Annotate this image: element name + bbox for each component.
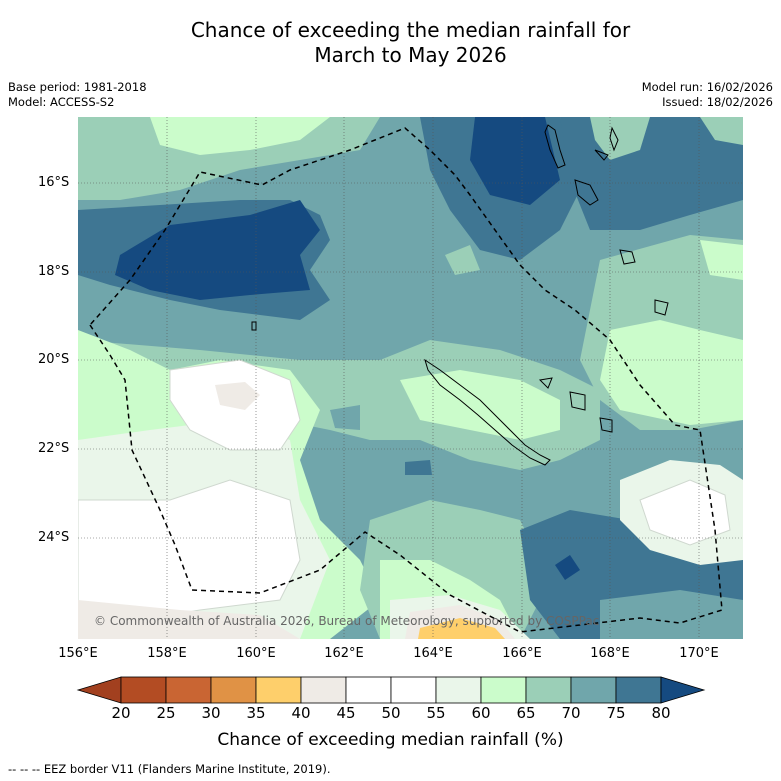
colorbar-swatch-45-50 xyxy=(345,676,392,704)
small-island-west xyxy=(251,321,257,331)
colorbar-tick: 30 xyxy=(201,704,221,722)
region-far-east-50 xyxy=(639,479,731,546)
vanuatu-south-island xyxy=(619,249,636,265)
graticule xyxy=(78,117,743,639)
patch-3 xyxy=(330,405,360,430)
chart-title: Chance of exceeding the median rainfall … xyxy=(0,18,781,68)
colorbar-swatch-35-40 xyxy=(255,676,302,704)
model-name: Model: ACCESS-S2 xyxy=(8,95,115,109)
region-sc-35 xyxy=(418,618,505,639)
patch-2 xyxy=(405,460,432,475)
region-se-south-70 xyxy=(600,590,743,639)
lat-label-22s: 22°S xyxy=(38,441,70,456)
colorbar-high-extend xyxy=(660,676,706,704)
issued-date: Issued: 18/02/2026 xyxy=(662,95,773,109)
colorbar-low-extend xyxy=(76,676,122,704)
region-north-70 xyxy=(78,117,380,200)
loyalty-island-3 xyxy=(538,377,553,389)
colorbar-swatch-20-25 xyxy=(120,676,167,704)
meta-right: Model run: 16/02/2026 Issued: 18/02/2026 xyxy=(642,80,773,110)
colorbar-tick: 50 xyxy=(381,704,401,722)
title-line-1: Chance of exceeding the median rainfall … xyxy=(190,18,631,42)
colorbar-swatch-30-35 xyxy=(210,676,257,704)
colorbar-tick: 65 xyxy=(516,704,536,722)
vanuatu-mid-island xyxy=(574,179,599,206)
colorbar-tick: 55 xyxy=(426,704,446,722)
region-center-65 xyxy=(400,370,560,440)
loyalty-island-1 xyxy=(569,391,586,411)
region-north-65 xyxy=(150,117,330,155)
eez-footnote: -- -- -- EEZ border V11 (Flanders Marine… xyxy=(8,762,331,776)
meta-left: Base period: 1981-2018 Model: ACCESS-S2 xyxy=(8,80,147,110)
colorbar-tick: 75 xyxy=(606,704,626,722)
matthew-island xyxy=(654,299,669,316)
loyalty-island-2 xyxy=(599,417,613,433)
lon-label-158e: 158°E xyxy=(147,646,187,661)
region-nw-80 xyxy=(115,200,320,300)
eez-border xyxy=(89,127,723,633)
colorbar-tick: 60 xyxy=(471,704,491,722)
patch-1 xyxy=(445,245,480,275)
colorbar-tick: 45 xyxy=(336,704,356,722)
lat-label-18s: 18°S xyxy=(38,264,70,279)
colorbar-tick: 70 xyxy=(561,704,581,722)
vanuatu-north-island xyxy=(544,124,566,169)
colorbar-tick: 40 xyxy=(291,704,311,722)
colorbar-swatch-25-30 xyxy=(165,676,212,704)
lat-label-16s: 16°S xyxy=(38,175,70,190)
lat-label-20s: 20°S xyxy=(38,352,70,367)
colorbar-swatch-40-45 xyxy=(300,676,347,704)
region-ne-70 xyxy=(590,117,650,160)
lon-label-162e: 162°E xyxy=(324,646,364,661)
region-ne-corner-70 xyxy=(700,117,743,145)
lon-label-166e: 166°E xyxy=(502,646,542,661)
lat-label-24s: 24°S xyxy=(38,530,70,545)
colorbar-tick: 25 xyxy=(156,704,176,722)
region-sw-45 xyxy=(215,382,260,410)
colorbar-swatch-50-55 xyxy=(390,676,437,704)
colorbar-tick: 80 xyxy=(651,704,671,722)
region-east-top-65 xyxy=(700,240,743,280)
lon-label-168e: 168°E xyxy=(590,646,630,661)
colorbar-swatch-60-65 xyxy=(480,676,527,704)
map-field xyxy=(78,117,743,639)
region-sw-south-45 xyxy=(78,600,300,639)
colorbar-swatch-55-60 xyxy=(435,676,482,704)
vanuatu-small-island xyxy=(594,149,609,161)
base-period: Base period: 1981-2018 xyxy=(8,80,147,94)
lon-label-170e: 170°E xyxy=(679,646,719,661)
vanuatu-small-island-2 xyxy=(609,126,619,152)
colorbar-swatch-75-80 xyxy=(615,676,662,704)
islands xyxy=(251,124,669,466)
lon-label-160e: 160°E xyxy=(236,646,276,661)
colorbar-tick: 20 xyxy=(111,704,131,722)
region-east-65 xyxy=(600,320,743,425)
lon-label-156e: 156°E xyxy=(58,646,98,661)
colorbar-swatch-70-75 xyxy=(570,676,617,704)
title-line-2: March to May 2026 xyxy=(314,43,507,67)
colorbar-tick: 35 xyxy=(246,704,266,722)
new-caledonia-island xyxy=(424,358,551,466)
region-se-80 xyxy=(555,555,580,580)
colorbar-label: Chance of exceeding median rainfall (%) xyxy=(217,730,564,750)
lon-label-164e: 164°E xyxy=(413,646,453,661)
colorbar xyxy=(76,676,706,704)
model-run: Model run: 16/02/2026 xyxy=(641,80,773,94)
colorbar-swatch-65-70 xyxy=(525,676,572,704)
copyright-notice: © Commonwealth of Australia 2026, Bureau… xyxy=(94,614,600,628)
